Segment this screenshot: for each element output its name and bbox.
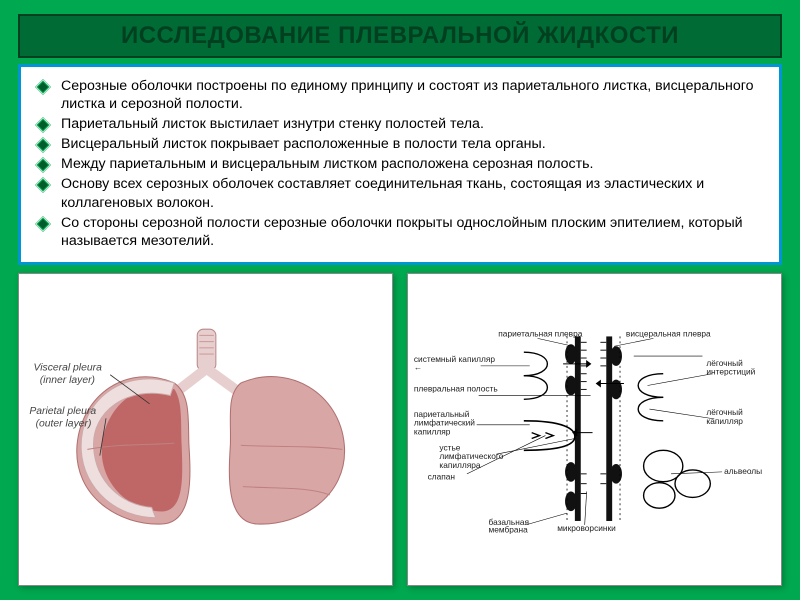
svg-text:капилляр: капилляр (706, 415, 743, 425)
svg-text:плевральная полость: плевральная полость (414, 383, 498, 393)
list-item: Висцеральный листок покрывает расположен… (35, 135, 765, 153)
diamond-bullet-icon (35, 117, 51, 133)
list-item: Со стороны серозной полости серозные обо… (35, 214, 765, 250)
figure-lungs: Visceral pleura (inner layer) Parietal p… (18, 273, 393, 586)
page-title: ИССЛЕДОВАНИЕ ПЛЕВРАЛЬНОЙ ЖИДКОСТИ (28, 22, 772, 50)
svg-text:мембрана: мембрана (488, 524, 528, 534)
svg-text:капилляра: капилляра (439, 460, 480, 470)
svg-text:париетальная плевра: париетальная плевра (498, 328, 582, 338)
svg-text:висцеральная плевра: висцеральная плевра (626, 328, 711, 338)
svg-text:←: ← (414, 361, 422, 371)
label-parietal1: Parietal pleura (29, 406, 96, 417)
svg-text:системный капилляр: системный капилляр (414, 354, 495, 364)
list-item: Основу всех серозных оболочек составляет… (35, 175, 765, 211)
diamond-bullet-icon (35, 216, 51, 232)
bullet-box: Серозные оболочки построены по единому п… (18, 64, 782, 266)
list-item: Серозные оболочки построены по единому п… (35, 77, 765, 113)
bullet-list: Серозные оболочки построены по единому п… (35, 77, 765, 251)
diamond-bullet-icon (35, 177, 51, 193)
svg-text:интерстиций: интерстиций (706, 366, 755, 376)
svg-text:слапан: слапан (428, 471, 456, 481)
label-visceral1: Visceral pleura (34, 362, 103, 373)
diamond-bullet-icon (35, 137, 51, 153)
list-item: Между париетальным и висцеральным листко… (35, 155, 765, 173)
svg-text:капилляр: капилляр (414, 426, 451, 436)
diamond-bullet-icon (35, 79, 51, 95)
title-bar: ИССЛЕДОВАНИЕ ПЛЕВРАЛЬНОЙ ЖИДКОСТИ (18, 14, 782, 58)
svg-text:альвеолы: альвеолы (724, 465, 762, 475)
diamond-bullet-icon (35, 157, 51, 173)
label-parietal2: (outer layer) (36, 418, 92, 429)
figures-row: Visceral pleura (inner layer) Parietal p… (18, 273, 782, 586)
label-visceral2: (inner layer) (40, 375, 95, 386)
figure-schematic: париетальная плевра висцеральная плевра … (407, 273, 782, 586)
svg-text:микроворсинки: микроворсинки (557, 522, 616, 532)
list-item: Париетальный листок выстилает изнутри ст… (35, 115, 765, 133)
